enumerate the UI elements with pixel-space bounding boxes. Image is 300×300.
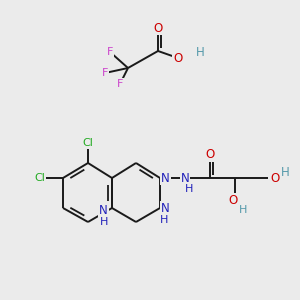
Text: N: N: [161, 172, 170, 184]
Text: F: F: [117, 79, 123, 89]
Text: Cl: Cl: [34, 173, 45, 183]
Text: O: O: [270, 172, 279, 184]
Text: H: H: [185, 184, 193, 194]
Text: N: N: [181, 172, 189, 184]
Text: H: H: [160, 215, 168, 225]
Text: H: H: [100, 217, 108, 227]
Text: F: F: [102, 68, 108, 78]
Text: O: O: [173, 52, 183, 64]
Text: O: O: [228, 194, 238, 206]
Text: F: F: [107, 47, 113, 57]
Text: H: H: [280, 166, 290, 178]
Text: H: H: [196, 46, 204, 59]
Text: Cl: Cl: [82, 138, 93, 148]
Text: H: H: [239, 205, 247, 215]
Text: N: N: [99, 205, 108, 218]
Text: N: N: [161, 202, 170, 214]
Text: O: O: [206, 148, 214, 161]
Text: O: O: [153, 22, 163, 34]
